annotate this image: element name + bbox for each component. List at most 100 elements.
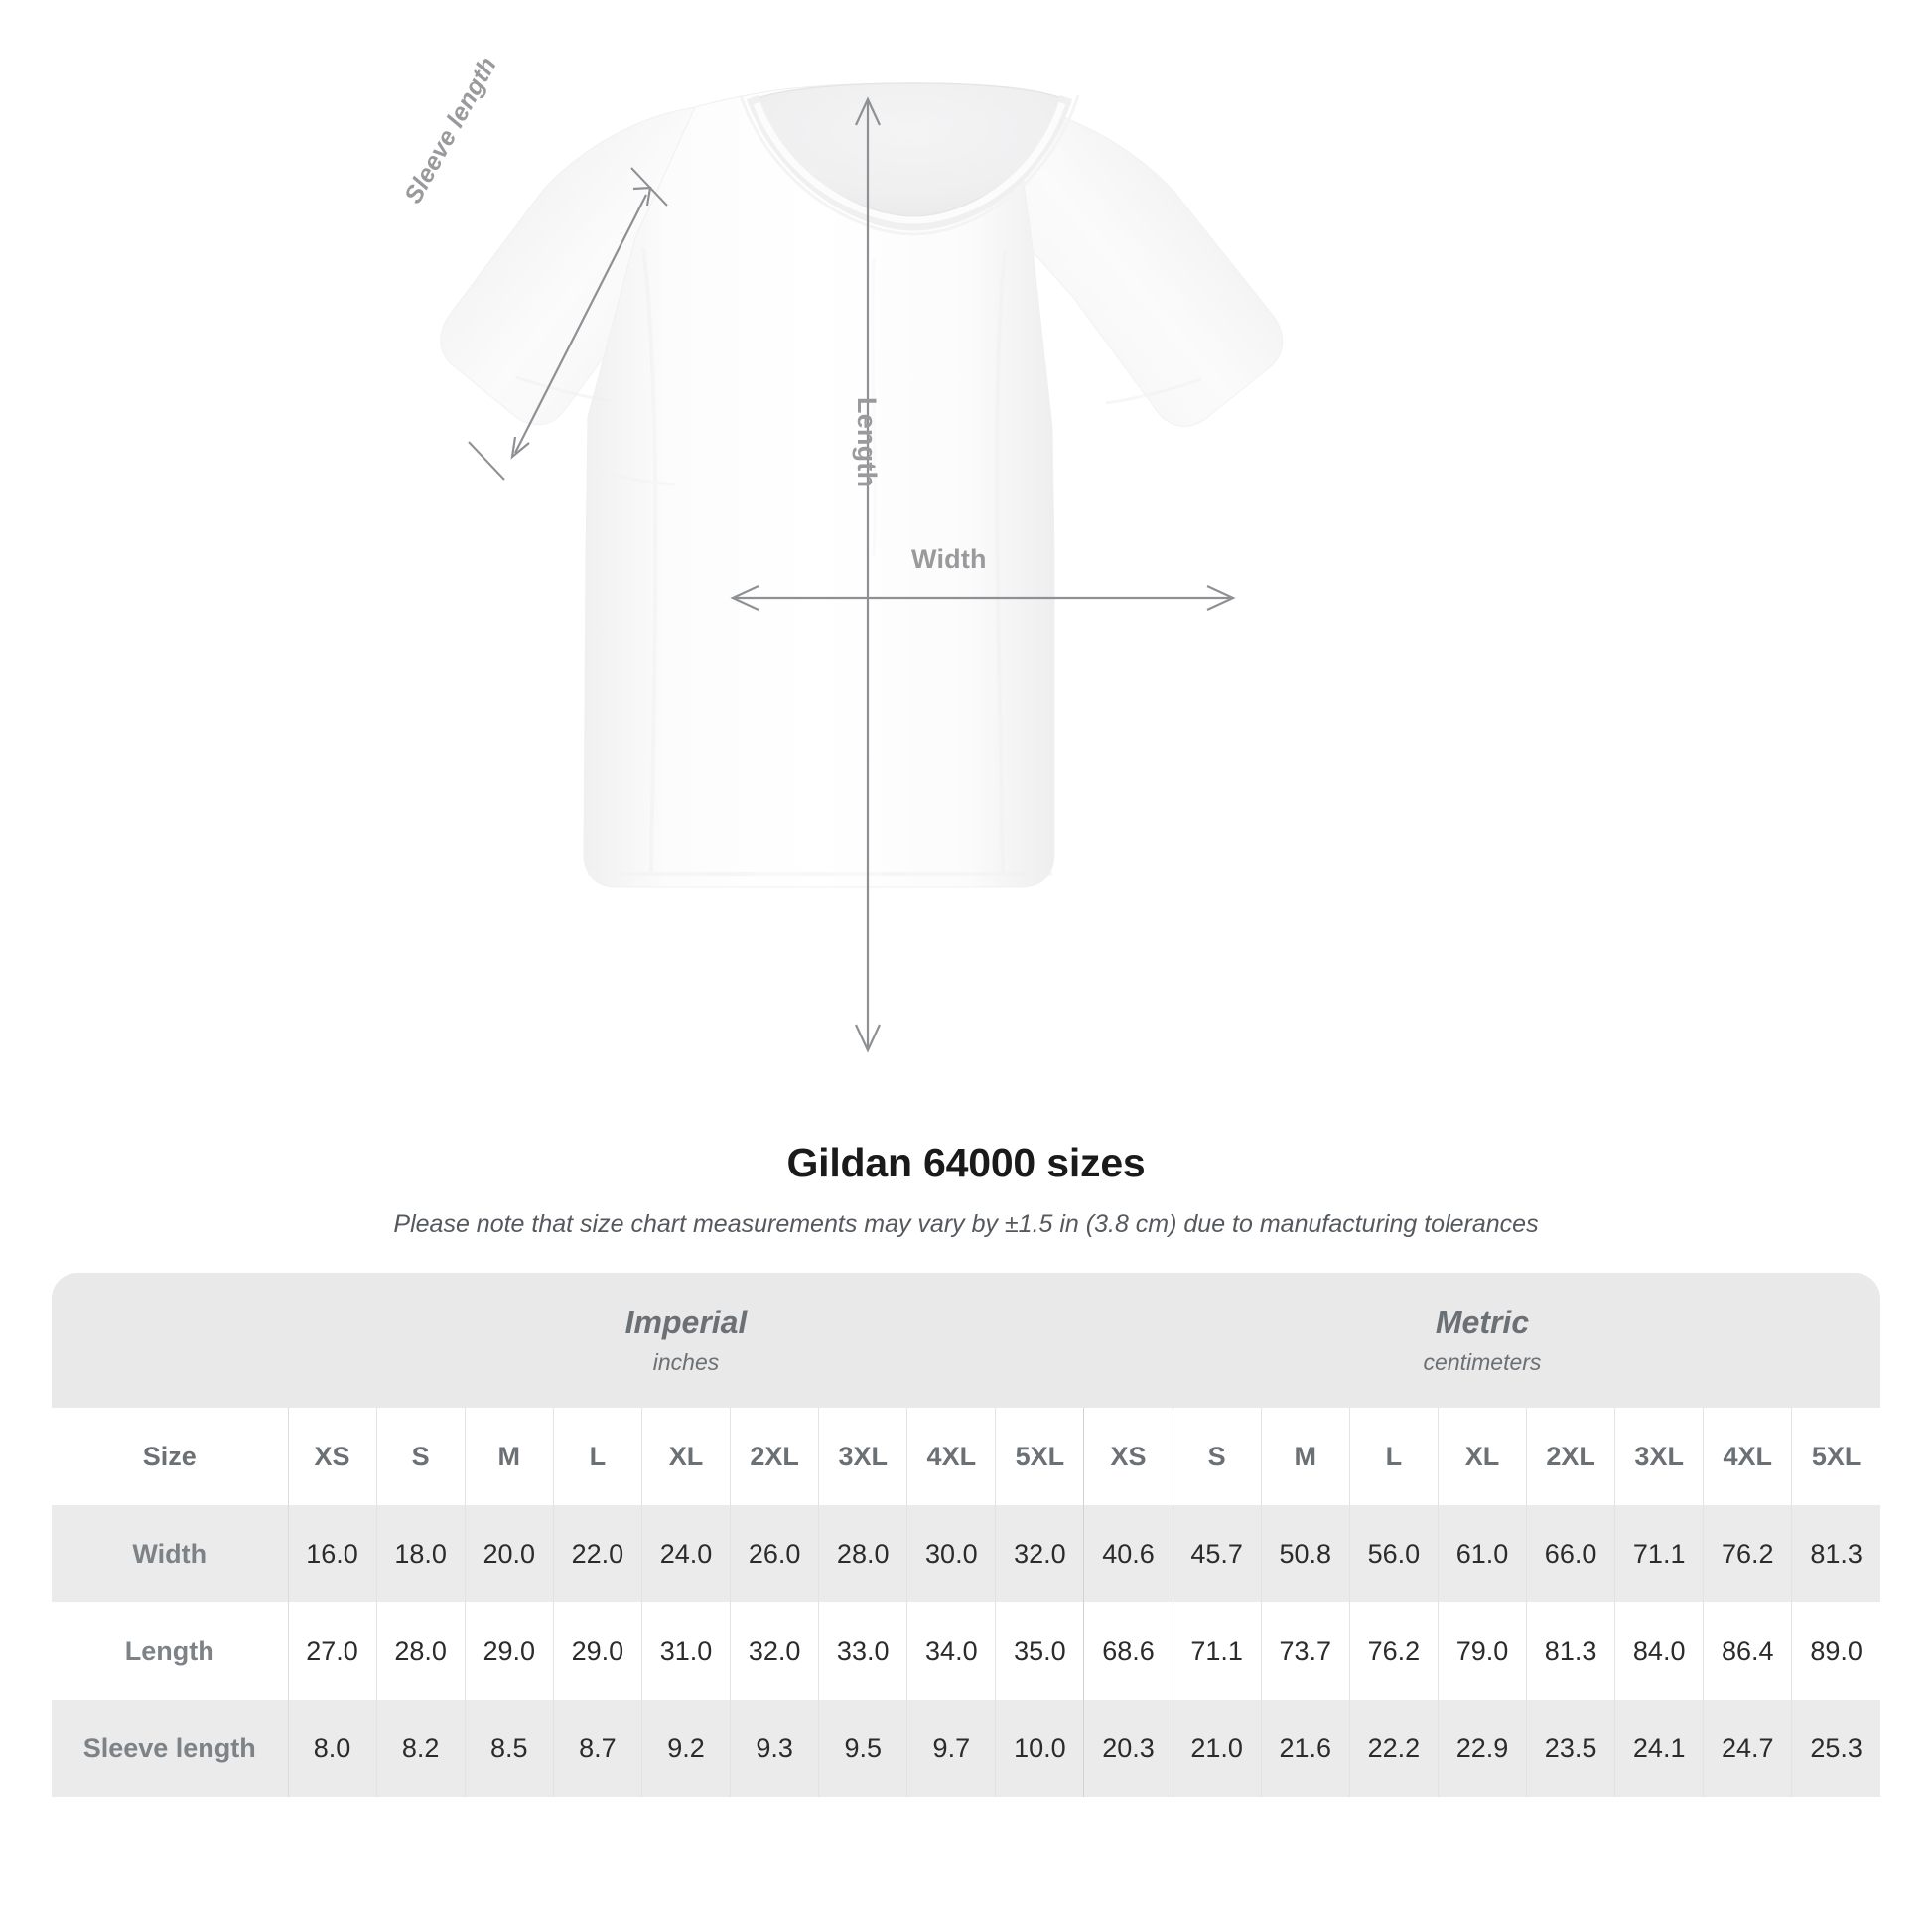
cell-length-imperial-l: 29.0 xyxy=(552,1602,642,1700)
cell-sleeve-metric-5xl: 25.3 xyxy=(1791,1700,1880,1797)
cell-sleeve-metric-4xl: 24.7 xyxy=(1703,1700,1792,1797)
cell-width-metric-5xl: 81.3 xyxy=(1791,1505,1880,1602)
size-header-imperial-xl: XL xyxy=(640,1408,731,1505)
page-title: Gildan 64000 sizes xyxy=(786,1140,1146,1185)
cell-length-imperial-m: 29.0 xyxy=(464,1602,554,1700)
cell-sleeve-metric-3xl: 24.1 xyxy=(1614,1700,1704,1797)
cell-width-metric-xs: 40.6 xyxy=(1083,1505,1173,1602)
size-header-imperial-2xl: 2XL xyxy=(730,1408,819,1505)
width-guide-arrow xyxy=(730,585,1236,611)
cell-width-metric-m: 50.8 xyxy=(1260,1505,1350,1602)
cell-length-metric-m: 73.7 xyxy=(1260,1602,1350,1700)
cell-width-imperial-l: 22.0 xyxy=(552,1505,642,1602)
cell-length-imperial-3xl: 33.0 xyxy=(818,1602,907,1700)
cell-sleeve-imperial-s: 8.2 xyxy=(375,1700,466,1797)
unit-system-name-imperial: Imperial xyxy=(624,1305,748,1341)
annotation-width: Width xyxy=(911,544,987,574)
tolerance-note: Please note that size chart measurements… xyxy=(393,1210,1539,1238)
row-label-width: Width xyxy=(52,1505,288,1602)
cell-length-imperial-xs: 27.0 xyxy=(287,1602,377,1700)
cell-width-imperial-5xl: 32.0 xyxy=(995,1505,1084,1602)
annotation-length: Length xyxy=(852,397,882,488)
cell-length-metric-2xl: 81.3 xyxy=(1526,1602,1615,1700)
cell-sleeve-imperial-4xl: 9.7 xyxy=(906,1700,996,1797)
cell-width-imperial-2xl: 26.0 xyxy=(730,1505,819,1602)
tshirt-illustration xyxy=(440,82,1284,1053)
cell-width-metric-3xl: 71.1 xyxy=(1614,1505,1704,1602)
cell-width-imperial-m: 20.0 xyxy=(464,1505,554,1602)
size-chart-table: Imperial inches Metric centimeters Size … xyxy=(52,1273,1880,1797)
cell-length-imperial-xl: 31.0 xyxy=(640,1602,731,1700)
size-chart-table-wrapper: Imperial inches Metric centimeters Size … xyxy=(52,1273,1880,1797)
sleeve-length-guide-arrow xyxy=(468,167,668,481)
cell-length-imperial-2xl: 32.0 xyxy=(730,1602,819,1700)
unit-header-spacer xyxy=(52,1273,288,1408)
cell-length-imperial-s: 28.0 xyxy=(375,1602,466,1700)
table-row-length: Length 27.0 28.0 29.0 29.0 31.0 32.0 33.… xyxy=(52,1602,1880,1700)
row-label-size: Size xyxy=(52,1408,288,1505)
cell-length-metric-xl: 79.0 xyxy=(1437,1602,1527,1700)
cell-width-metric-s: 45.7 xyxy=(1172,1505,1262,1602)
cell-length-metric-l: 76.2 xyxy=(1348,1602,1439,1700)
row-label-sleeve-length: Sleeve length xyxy=(52,1700,288,1797)
size-header-imperial-s: S xyxy=(375,1408,466,1505)
measurement-guides xyxy=(468,96,1236,1053)
cell-length-imperial-4xl: 34.0 xyxy=(906,1602,996,1700)
size-header-metric-s: S xyxy=(1172,1408,1262,1505)
cell-width-imperial-xl: 24.0 xyxy=(640,1505,731,1602)
cell-width-imperial-xs: 16.0 xyxy=(287,1505,377,1602)
table-row-width: Width 16.0 18.0 20.0 22.0 24.0 26.0 28.0… xyxy=(52,1505,1880,1602)
chart-title-block: Gildan 64000 sizes Please note that size… xyxy=(0,1140,1932,1239)
cell-width-metric-xl: 61.0 xyxy=(1437,1505,1527,1602)
cell-length-metric-xs: 68.6 xyxy=(1083,1602,1173,1700)
size-header-metric-l: L xyxy=(1348,1408,1439,1505)
cell-sleeve-imperial-xl: 9.2 xyxy=(640,1700,731,1797)
cell-sleeve-metric-2xl: 23.5 xyxy=(1526,1700,1615,1797)
size-header-metric-xl: XL xyxy=(1437,1408,1527,1505)
cell-sleeve-metric-l: 22.2 xyxy=(1348,1700,1439,1797)
unit-system-name-metric: Metric xyxy=(1435,1305,1530,1341)
unit-header-imperial: Imperial inches xyxy=(288,1273,1084,1408)
unit-header-metric: Metric centimeters xyxy=(1083,1273,1880,1408)
cell-length-metric-5xl: 89.0 xyxy=(1791,1602,1880,1700)
size-header-imperial-5xl: 5XL xyxy=(995,1408,1084,1505)
shirt-silhouette xyxy=(440,82,1284,888)
shirt-collar xyxy=(739,82,1080,236)
cell-sleeve-metric-xl: 22.9 xyxy=(1437,1700,1527,1797)
cell-width-metric-4xl: 76.2 xyxy=(1703,1505,1792,1602)
cell-sleeve-imperial-xs: 8.0 xyxy=(287,1700,377,1797)
cell-sleeve-imperial-3xl: 9.5 xyxy=(818,1700,907,1797)
unit-system-header-row: Imperial inches Metric centimeters xyxy=(52,1273,1880,1408)
size-header-metric-m: M xyxy=(1260,1408,1350,1505)
table-row-size: Size XS S M L XL 2XL 3XL 4XL 5XL XS S M … xyxy=(52,1408,1880,1505)
size-header-imperial-xs: XS xyxy=(287,1408,377,1505)
cell-width-imperial-3xl: 28.0 xyxy=(818,1505,907,1602)
unit-name-imperial: inches xyxy=(652,1348,720,1375)
row-label-length: Length xyxy=(52,1602,288,1700)
cell-sleeve-imperial-l: 8.7 xyxy=(552,1700,642,1797)
size-header-metric-2xl: 2XL xyxy=(1526,1408,1615,1505)
size-header-metric-3xl: 3XL xyxy=(1614,1408,1704,1505)
cell-length-metric-s: 71.1 xyxy=(1172,1602,1262,1700)
cell-sleeve-metric-s: 21.0 xyxy=(1172,1700,1262,1797)
cell-sleeve-metric-m: 21.6 xyxy=(1260,1700,1350,1797)
cell-width-imperial-s: 18.0 xyxy=(375,1505,466,1602)
table-row-sleeve-length: Sleeve length 8.0 8.2 8.5 8.7 9.2 9.3 9.… xyxy=(52,1700,1880,1797)
unit-name-metric: centimeters xyxy=(1423,1348,1542,1375)
size-header-metric-xs: XS xyxy=(1083,1408,1173,1505)
cell-sleeve-imperial-m: 8.5 xyxy=(464,1700,554,1797)
size-header-imperial-4xl: 4XL xyxy=(906,1408,996,1505)
cell-length-imperial-5xl: 35.0 xyxy=(995,1602,1084,1700)
size-header-imperial-3xl: 3XL xyxy=(818,1408,907,1505)
size-header-metric-5xl: 5XL xyxy=(1791,1408,1880,1505)
fabric-folds xyxy=(515,247,1202,876)
cell-length-metric-3xl: 84.0 xyxy=(1614,1602,1704,1700)
length-guide-arrow xyxy=(855,96,881,1053)
size-header-imperial-l: L xyxy=(552,1408,642,1505)
tshirt-measurement-diagram: Sleeve length Length Width xyxy=(399,52,1284,1053)
cell-width-imperial-4xl: 30.0 xyxy=(906,1505,996,1602)
cell-width-metric-2xl: 66.0 xyxy=(1526,1505,1615,1602)
cell-length-metric-4xl: 86.4 xyxy=(1703,1602,1792,1700)
cell-sleeve-imperial-2xl: 9.3 xyxy=(730,1700,819,1797)
